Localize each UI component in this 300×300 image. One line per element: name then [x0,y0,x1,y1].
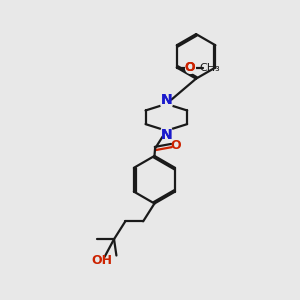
Text: O: O [185,61,196,74]
Text: O: O [185,61,196,74]
Text: OH: OH [92,254,112,267]
Text: O: O [170,139,181,152]
Text: N: N [160,93,172,107]
Text: CH₃: CH₃ [199,62,220,73]
Text: N: N [160,93,172,107]
Text: N: N [160,128,172,142]
Text: N: N [160,128,172,142]
